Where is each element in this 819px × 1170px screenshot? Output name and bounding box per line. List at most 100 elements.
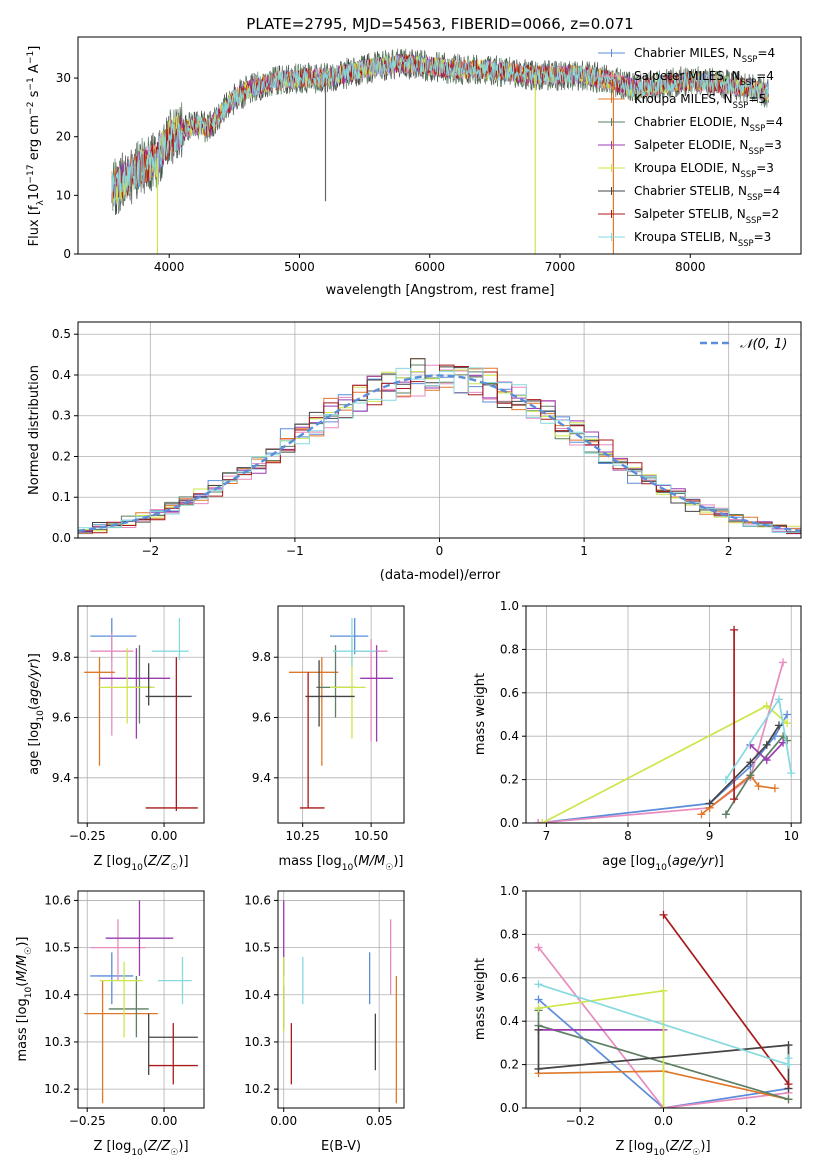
weight-marker [534, 819, 543, 823]
axes-frame [277, 605, 405, 824]
weight-marker [746, 758, 755, 767]
label-part: )] [714, 854, 724, 869]
x-tick-label: 4000 [154, 260, 185, 274]
label-part: SSP [742, 54, 758, 64]
label-part: 10 [36, 710, 46, 722]
label-part: −2 [26, 102, 36, 115]
label-part: Z/Z [147, 854, 171, 869]
label-part: ☉ [170, 1148, 178, 1158]
y-tick-label: 0.1 [52, 490, 71, 504]
y-tick-label: 0.6 [500, 971, 519, 985]
label-part: =3 [754, 230, 772, 244]
weight-marker [538, 819, 547, 823]
x-tick-label: 7000 [545, 260, 576, 274]
y-tick-label: 10.2 [44, 1082, 71, 1096]
spectrum-panel: 4000 5000 6000 7000 8000 0 10 20 30 wavelength [A… [26, 36, 802, 298]
label-part: =4 [765, 115, 783, 129]
label-part: Kroupa MILES, N [634, 92, 733, 106]
label-part: 10 [131, 1148, 143, 1158]
label-part: SSP [741, 77, 757, 87]
plot-area [84, 618, 198, 811]
weight-marker [779, 658, 788, 667]
weight-marker [730, 795, 739, 804]
y-tick-label: 20 [56, 130, 71, 144]
x-tick-label: 8 [624, 829, 632, 843]
plot-area [534, 625, 796, 823]
x-tick-label: 5000 [284, 260, 315, 274]
label-part: SSP [733, 100, 749, 110]
label-part: SSP [741, 169, 757, 179]
mass-vs-extinction-panel: 0.00 0.05 10.2 10.3 10.4 10.5 10.6 E(B-V) [244, 890, 405, 1154]
label-part: =3 [756, 161, 774, 175]
x-tick-label: −1 [286, 544, 304, 558]
y-tick-label: 0.4 [52, 368, 71, 382]
y-tick-label: 10.5 [244, 941, 271, 955]
axes-frame [525, 605, 802, 824]
x-tick-label: 6000 [414, 260, 445, 274]
y-tick-label: 10 [56, 188, 71, 202]
x-tick-label: 10.50 [354, 829, 388, 843]
weight-marker [534, 1064, 543, 1073]
label-part: log [27, 722, 42, 742]
label-part: age [ [27, 741, 42, 774]
y-axis-label: mass [log10(M/M☉)] [15, 937, 34, 1062]
label-part: ☉ [170, 863, 178, 873]
weight-line [538, 662, 784, 823]
weight-marker [721, 810, 730, 819]
x-axis-label: Z [log10(Z/Z☉)] [93, 854, 188, 873]
y-tick-label: 0.2 [52, 449, 71, 463]
label-part: Salpeter MILES, N [634, 69, 741, 83]
x-tick-label: 0.00 [151, 1114, 178, 1128]
legend-label: Salpeter MILES, NSSP=4 [634, 69, 774, 87]
y-tick-label: 10.2 [244, 1082, 271, 1096]
y-axis-label: mass weight [473, 673, 488, 755]
weight-marker [770, 784, 779, 793]
weight-marker [721, 775, 730, 784]
legend-label: Chabrier STELIB, NSSP=4 [634, 184, 780, 202]
x-tick-label: 10.25 [285, 829, 319, 843]
y-tick-label: 30 [56, 71, 71, 85]
x-tick-label: 2 [725, 544, 733, 558]
weight-marker [784, 1080, 793, 1089]
axes-frame [77, 36, 802, 255]
weight-vs-metallicity-panel: −0.2 0.0 0.2 0.0 0.2 0.4 0.6 0.8 1.0 Z [log10(Z/Z… [473, 884, 802, 1158]
y-tick-label: 9.6 [252, 711, 271, 725]
label-part: 10 [342, 863, 354, 873]
y-tick-label: 0.3 [52, 409, 71, 423]
label-part: M/M [358, 854, 385, 869]
label-part: ☉ [24, 947, 34, 955]
y-tick-label: 9.4 [52, 771, 71, 785]
y-tick-label: 10.3 [244, 1035, 271, 1049]
y-tick-label: 0.4 [500, 1014, 519, 1028]
label-part: SSP [748, 146, 764, 156]
legend-label: Kroupa ELODIE, NSSP=3 [634, 161, 774, 179]
legend-label: Kroupa STELIB, NSSP=3 [634, 230, 771, 248]
axes-frame [77, 321, 802, 539]
label-part: SSP [747, 192, 763, 202]
label-part: ( [143, 854, 148, 869]
y-tick-label: 0.8 [500, 927, 519, 941]
weight-marker [659, 986, 668, 995]
y-tick-label: 9.4 [252, 771, 271, 785]
label-part: s [27, 90, 42, 101]
label-part: Kroupa ELODIE, N [634, 161, 741, 175]
weight-marker [762, 756, 771, 765]
weight-line [538, 989, 665, 1108]
label-part: Z/Z [669, 1139, 693, 1154]
y-tick-label: 0.0 [500, 1101, 519, 1115]
label-part: erg cm [27, 115, 42, 164]
label-part: Z [ [93, 854, 111, 869]
label-part: age/yr [27, 662, 42, 705]
normal-curve [78, 374, 801, 533]
y-tick-label: 9.8 [52, 650, 71, 664]
histogram-steps [78, 358, 801, 534]
plot-area [78, 358, 801, 535]
x-axis-label: E(B-V) [321, 1139, 361, 1154]
label-part: ☉ [692, 1148, 700, 1158]
weight-marker [774, 695, 783, 704]
x-tick-label: −2 [141, 544, 159, 558]
label-part: Z/Z [147, 1139, 171, 1154]
label-part: ( [27, 705, 42, 710]
